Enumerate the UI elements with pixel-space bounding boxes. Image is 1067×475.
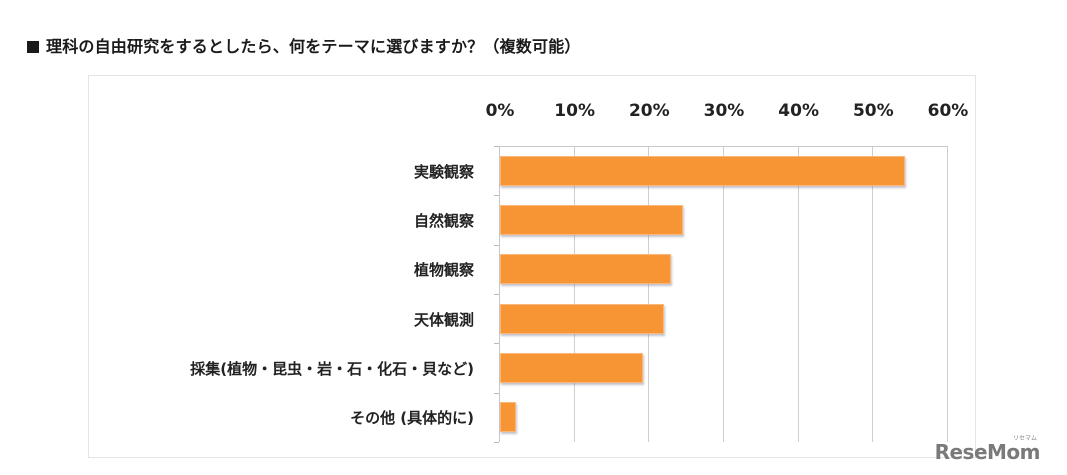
- watermark-ruby: リセマム: [1012, 435, 1037, 442]
- bar: [500, 402, 516, 433]
- y-tick: [494, 343, 499, 345]
- chart-title-text: 理科の自由研究をするとしたら、何をテーマに選びますか？（複数可能）: [46, 37, 581, 56]
- x-tick-label: 20%: [628, 101, 670, 121]
- square-bullet-icon: [27, 41, 39, 53]
- category-label: 実験観察: [413, 162, 474, 181]
- category-label: 採集(植物・昆虫・岩・石・化石・貝など): [190, 360, 474, 378]
- bar: [500, 303, 664, 334]
- y-tick: [494, 244, 499, 246]
- chart-title: 理科の自由研究をするとしたら、何をテーマに選びますか？（複数可能）: [27, 33, 581, 57]
- gridline: [573, 146, 575, 442]
- y-tick: [494, 294, 499, 295]
- x-axis-line: [499, 146, 948, 147]
- gridline: [648, 146, 650, 442]
- y-tick: [494, 442, 499, 443]
- x-tick-label: 10%: [554, 101, 596, 121]
- y-tick: [494, 195, 499, 197]
- gridline: [723, 146, 724, 442]
- category-label: 天体観測: [413, 310, 474, 329]
- y-axis-line: [499, 146, 500, 442]
- y-tick: [494, 392, 499, 394]
- gridline: [947, 146, 948, 442]
- bar: [500, 254, 671, 285]
- x-tick-label: 60%: [927, 101, 969, 121]
- bar: [500, 205, 683, 235]
- gridline: [872, 146, 874, 442]
- x-tick-label: 30%: [703, 101, 745, 121]
- gridline: [797, 146, 799, 442]
- bar: [500, 155, 906, 186]
- x-tick-label: 50%: [852, 101, 894, 121]
- bar: [500, 353, 643, 383]
- category-label: 植物観察: [413, 261, 474, 280]
- y-tick: [494, 146, 499, 147]
- x-tick-label: 0%: [485, 101, 515, 121]
- category-label: その他 (具体的に): [350, 409, 474, 428]
- x-tick-label: 40%: [778, 101, 820, 121]
- resemom-logo: ReseMom: [934, 440, 1041, 464]
- category-label: 自然観察: [413, 212, 474, 230]
